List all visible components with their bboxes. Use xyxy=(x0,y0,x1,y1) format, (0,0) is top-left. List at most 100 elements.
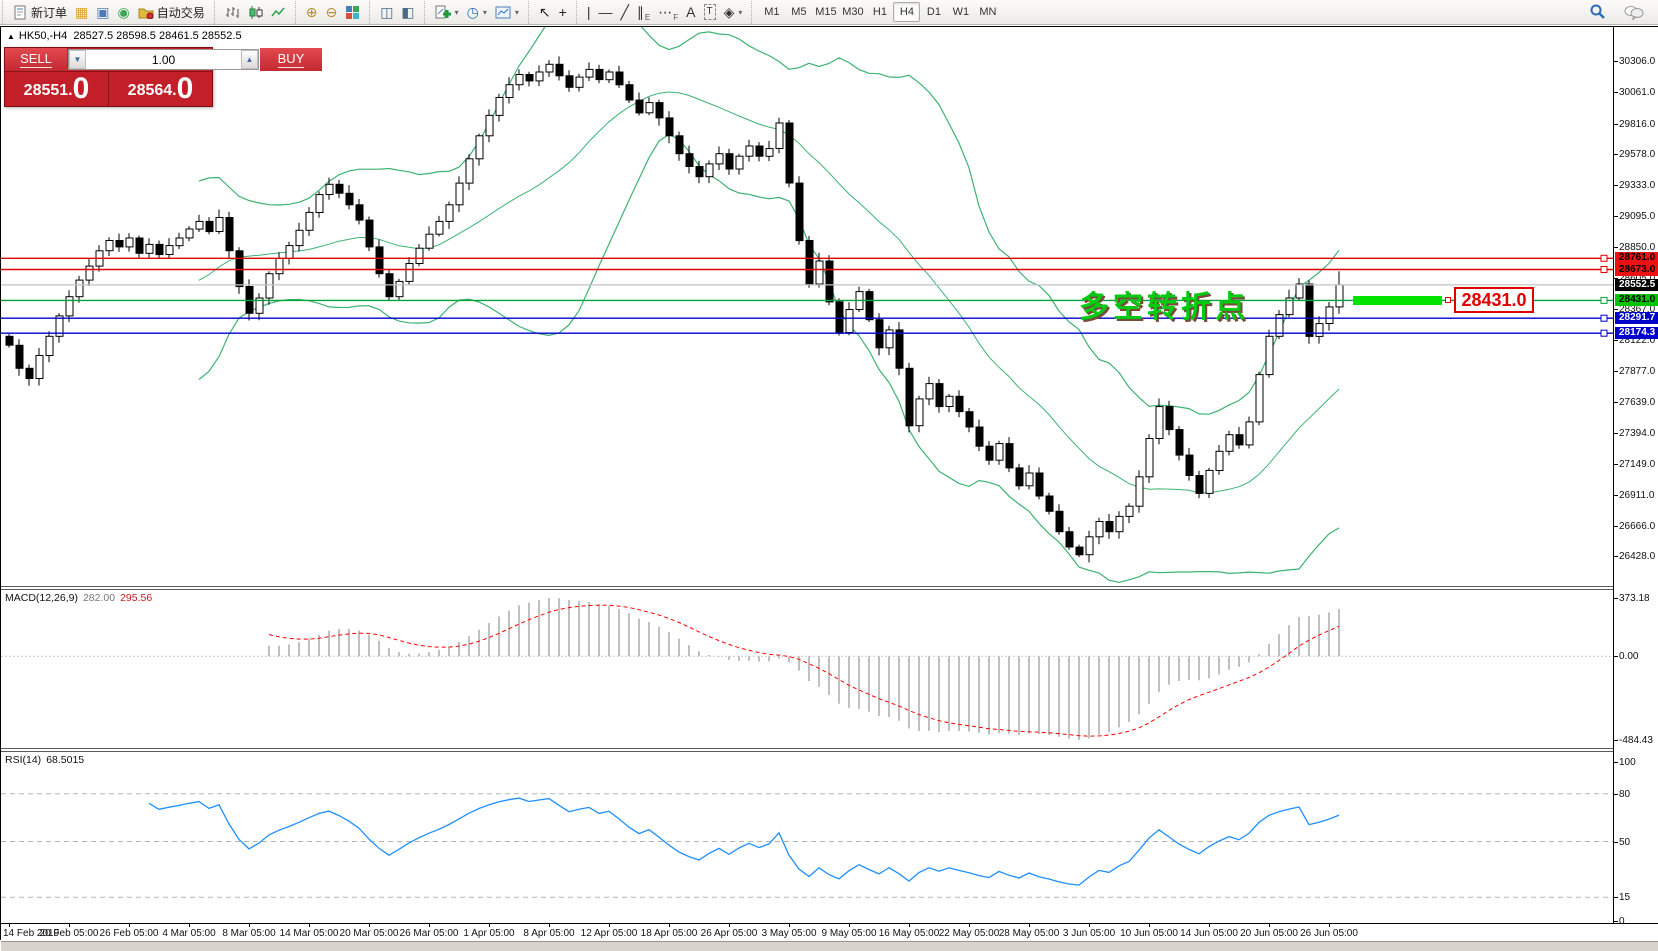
time-axis-label: 20 Mar 05:00 xyxy=(339,928,399,939)
volume-decrease-button[interactable]: ▼ xyxy=(69,50,86,69)
price-tag-red: 28673.0 xyxy=(1615,264,1658,276)
text-icon[interactable]: A xyxy=(686,4,696,20)
time-axis-label: 26 Mar 05:00 xyxy=(399,928,459,939)
pane-separator[interactable] xyxy=(1,748,1658,752)
line-handle[interactable] xyxy=(1600,254,1608,262)
price-axis-label: 29816.0 xyxy=(1619,119,1656,130)
cascade-windows-icon[interactable]: ◧ xyxy=(401,4,415,20)
toolbar-group: | — ╱ ∥ E ⋯ F A T ◈ ▾ xyxy=(575,0,750,24)
vertical-line-icon[interactable]: | xyxy=(586,4,591,20)
line-handle[interactable] xyxy=(1600,296,1608,304)
cursor-icon[interactable]: ↖ xyxy=(538,4,551,20)
timeframe-h1[interactable]: H1 xyxy=(872,6,887,18)
timeframe-m5[interactable]: M5 xyxy=(791,6,807,18)
window-bottom-strip xyxy=(1,941,1658,951)
shapes-icon[interactable]: ◈ ▾ xyxy=(723,4,743,20)
tile-windows-icon[interactable] xyxy=(341,2,364,23)
pane-separator[interactable] xyxy=(1,586,1658,590)
signal-icon[interactable]: ◉ xyxy=(117,4,130,20)
buy-price-button[interactable]: 28564. 0 xyxy=(109,72,212,106)
sell-price-button[interactable]: 28551. 0 xyxy=(5,72,109,106)
search-icon[interactable] xyxy=(1586,2,1610,23)
title-marker-icon: ▲ xyxy=(7,32,15,41)
time-axis-label: 26 Feb 05:00 xyxy=(99,928,159,939)
toolbar-group: ◫ ◧ xyxy=(369,0,421,24)
trendline-icon[interactable]: ╱ xyxy=(620,4,629,20)
navigator-icon[interactable]: ▣ xyxy=(96,4,110,20)
price-chart-canvas[interactable] xyxy=(1,27,1613,586)
macd-pane[interactable]: MACD(12,26,9) 282.00 295.56 xyxy=(1,590,1613,748)
sell-button[interactable]: SELL xyxy=(5,48,67,71)
text-label-icon[interactable]: T xyxy=(700,2,720,23)
price-tag-blue: 28291.7 xyxy=(1615,312,1658,324)
line-chart-icon[interactable] xyxy=(267,2,290,23)
line-handle[interactable] xyxy=(1600,329,1608,337)
dropdown-arrow-icon: ▾ xyxy=(454,7,459,17)
candlestick-icon[interactable] xyxy=(244,2,267,23)
time-axis-label: 3 May 05:00 xyxy=(761,928,817,939)
new-order-button[interactable]: 新订单 xyxy=(9,2,71,23)
time-axis[interactable]: 14 Feb 2019 20 Feb 05:00 26 Feb 05:00 4 Mar… xyxy=(1,923,1658,941)
time-axis-label: 14 Feb 2019 xyxy=(3,928,60,939)
price-tag-green: 28431.0 xyxy=(1615,294,1658,306)
callout-anchor-handle[interactable] xyxy=(1445,297,1451,303)
macd-label: MACD(12,26,9) 282.00 295.56 xyxy=(5,592,153,604)
highlight-bar[interactable] xyxy=(1353,296,1442,305)
zoom-out-icon[interactable]: ⊖ xyxy=(325,4,338,20)
volume-increase-button[interactable]: ▲ xyxy=(241,50,258,69)
price-axis-label: 28605.0 xyxy=(1619,273,1655,284)
line-handle[interactable] xyxy=(1600,314,1608,322)
time-axis-label: 20 Feb 05:00 xyxy=(39,928,99,939)
time-axis-label: 16 May 05:00 xyxy=(878,928,940,939)
timeframe-mn[interactable]: MN xyxy=(979,6,997,18)
timeframe-d1[interactable]: D1 xyxy=(926,6,941,18)
buy-button[interactable]: BUY xyxy=(260,48,322,71)
price-axis[interactable]: 30306.0 30061.0 29816.0 29578.0 29333.0 29095… xyxy=(1613,27,1658,927)
toolbar-group: ↖ + xyxy=(527,0,574,24)
volume-input[interactable] xyxy=(86,50,241,69)
time-axis-label: 4 Mar 05:00 xyxy=(162,928,216,939)
macd-canvas[interactable] xyxy=(1,590,1613,748)
macd-axis-label: -484.43 xyxy=(1619,735,1653,746)
rsi-pane[interactable]: RSI(14) 68.5015 xyxy=(1,752,1613,923)
toolbar-group: 新订单 ▦ ▣ ◉ 自动交易 xyxy=(2,0,212,24)
timeframe-m15[interactable]: M15 xyxy=(815,6,837,18)
fibonacci-icon[interactable]: ⋯ F xyxy=(658,4,679,22)
profiles-icon[interactable]: ◷ ▾ xyxy=(466,4,487,20)
toolbar-right xyxy=(1586,2,1658,23)
line-handle[interactable] xyxy=(1600,266,1608,273)
timeframe-h4[interactable]: H4 xyxy=(893,2,921,22)
dropdown-arrow-icon: ▾ xyxy=(738,7,743,17)
arrange-windows-icon[interactable]: ◫ xyxy=(380,4,394,20)
toolbar: 新订单 ▦ ▣ ◉ 自动交易 ⊕ ⊖ ◫ ◧ ▾ ◷ ▾ ▾ ↖ + | — ╱ ∥ E ⋯ F A T ◈ ▾ M1 M5 M15 M… xyxy=(0,0,1658,25)
timeframe-m1[interactable]: M1 xyxy=(764,6,780,18)
indicators-icon[interactable]: ▾ xyxy=(491,2,523,23)
price-axis-label: 30306.0 xyxy=(1619,56,1656,67)
rsi-canvas[interactable] xyxy=(1,752,1613,923)
rsi-axis-label: 0 xyxy=(1619,916,1625,927)
main-chart-pane[interactable]: ▲ HK50,-H4 28527.5 28598.5 28461.5 28552.… xyxy=(1,27,1613,586)
crosshair-icon[interactable]: + xyxy=(558,4,567,20)
dropdown-arrow-icon: ▾ xyxy=(514,7,519,17)
time-axis-label: 18 Apr 05:00 xyxy=(640,928,698,939)
price-axis-label: 29333.0 xyxy=(1619,180,1656,191)
zoom-in-icon[interactable]: ⊕ xyxy=(305,4,318,20)
equidistant-channel-icon[interactable]: ∥ E xyxy=(636,4,651,22)
price-tag-cur: 28552.5 xyxy=(1615,279,1658,291)
time-axis-label: 10 Jun 05:00 xyxy=(1120,928,1178,939)
ohlc-values: 28527.5 28598.5 28461.5 28552.5 xyxy=(73,30,242,42)
price-callout[interactable]: 28431.0 xyxy=(1454,287,1534,313)
timeframe-m30[interactable]: M30 xyxy=(842,6,864,18)
timeframe-w1[interactable]: W1 xyxy=(952,6,970,18)
new-chart-icon[interactable]: ▾ xyxy=(431,2,463,23)
rsi-axis-label: 80 xyxy=(1619,789,1631,800)
time-axis-label: 28 May 05:00 xyxy=(998,928,1060,939)
bar-chart-icon[interactable] xyxy=(221,2,244,23)
market-watch-icon[interactable]: ▦ xyxy=(75,4,89,20)
horizontal-line-icon[interactable]: — xyxy=(598,4,613,20)
price-tag-blue: 28174.3 xyxy=(1615,327,1658,339)
chat-icon[interactable] xyxy=(1620,2,1648,23)
annotation-text[interactable]: 多空转折点 xyxy=(1079,291,1249,324)
macd-axis-label: 373.18 xyxy=(1619,593,1650,604)
autotrade-button[interactable]: 自动交易 xyxy=(134,2,209,23)
